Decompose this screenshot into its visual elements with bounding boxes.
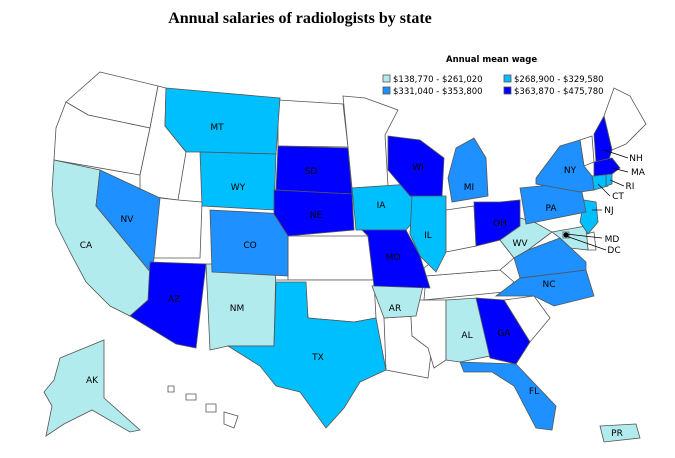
legend-label: $331,040 - $353,800	[393, 87, 483, 97]
state-NY	[535, 139, 595, 193]
state-label-AZ: AZ	[168, 295, 180, 305]
state-label-MD: MD	[605, 235, 620, 245]
state-label-FL: FL	[529, 387, 539, 397]
state-label-NY: NY	[564, 166, 577, 176]
state-label-PA: PA	[545, 204, 557, 214]
state-labels: MT WY SD NE NV CA CO AZ NM TX IA IL MO A…	[80, 123, 646, 439]
state-OH	[473, 199, 521, 247]
map-title: Annual salaries of radiologists by state	[168, 10, 432, 27]
state-label-TX: TX	[311, 353, 324, 363]
state-VA	[513, 237, 587, 279]
state-MD	[551, 225, 589, 251]
state-WI	[387, 135, 445, 197]
legend-swatch	[503, 86, 512, 95]
legend: Annual mean wage $138,770 - $261,020 $26…	[382, 55, 604, 97]
state-label-AL: AL	[461, 331, 472, 341]
state-label-AR: AR	[389, 304, 401, 314]
state-label-NV: NV	[121, 215, 135, 225]
legend-swatch	[382, 74, 391, 83]
state-label-NJ: NJ	[604, 206, 613, 216]
state-label-SD: SD	[305, 167, 318, 177]
state-FL	[459, 361, 557, 431]
state-ME	[603, 87, 647, 151]
state-label-CT: CT	[612, 192, 624, 202]
legend-swatch	[503, 74, 512, 83]
state-WY	[199, 151, 277, 211]
legend-label: $363,870 - $475,780	[514, 87, 604, 97]
state-label-MI: MI	[464, 183, 474, 193]
state-HI	[167, 385, 239, 429]
state-CO	[209, 209, 289, 277]
state-label-IA: IA	[377, 201, 387, 211]
state-label-IL: IL	[424, 231, 432, 241]
state-PR	[599, 423, 641, 443]
state-NH	[593, 114, 613, 163]
state-label-MA: MA	[631, 168, 646, 178]
legend-label: $138,770 - $261,020	[393, 75, 483, 85]
state-GA	[475, 297, 531, 365]
state-label-RI: RI	[626, 182, 635, 192]
state-label-WV: WV	[512, 239, 528, 249]
state-NE	[273, 189, 355, 237]
state-AL	[445, 297, 491, 363]
state-AK	[43, 339, 141, 437]
state-IL	[409, 195, 447, 273]
state-IN	[445, 205, 477, 253]
states-no-data	[53, 71, 647, 429]
state-label-PR: PR	[611, 429, 623, 439]
states-colored	[43, 87, 641, 443]
state-label-AK: AK	[86, 376, 99, 386]
dc-marker	[563, 232, 569, 238]
state-ND	[277, 99, 349, 148]
state-label-DC: DC	[607, 246, 620, 256]
state-label-MO: MO	[386, 253, 401, 263]
state-AZ	[129, 261, 207, 349]
legend-swatch	[382, 86, 391, 95]
state-RI	[605, 173, 613, 187]
state-label-NM: NM	[230, 304, 245, 314]
state-KS	[287, 235, 375, 281]
state-label-NC: NC	[542, 280, 555, 290]
state-MA	[593, 157, 621, 177]
leader-lines	[565, 149, 629, 251]
state-label-CA: CA	[80, 241, 93, 251]
state-MO	[361, 229, 431, 289]
state-label-NE: NE	[310, 211, 323, 221]
state-label-CO: CO	[243, 241, 256, 251]
state-TX	[226, 281, 387, 429]
state-label-WY: WY	[231, 183, 246, 193]
state-label-GA: GA	[497, 329, 511, 339]
legend-label: $268,900 - $329,580	[514, 75, 604, 85]
state-label-MT: MT	[210, 123, 224, 133]
state-label-NH: NH	[629, 154, 643, 164]
legend-title: Annual mean wage	[446, 55, 537, 65]
state-MT	[164, 87, 281, 155]
state-MI	[447, 137, 489, 203]
state-label-OH: OH	[493, 219, 507, 229]
state-label-WI: WI	[412, 163, 424, 173]
